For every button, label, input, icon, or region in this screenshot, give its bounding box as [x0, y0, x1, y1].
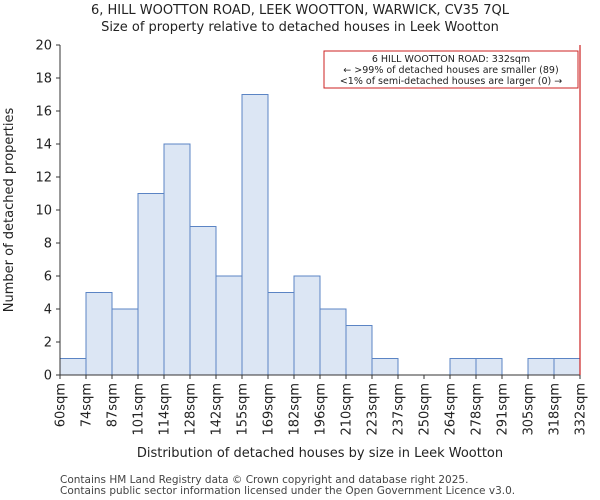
x-tick-label: 74sqm — [80, 383, 95, 427]
annotation-line-3: <1% of semi-detached houses are larger (… — [340, 76, 562, 87]
bar-101sqm — [137, 193, 165, 376]
x-tick-label: 237sqm — [392, 383, 407, 436]
bar-318sqm — [553, 358, 581, 376]
x-tick-label: 142sqm — [210, 383, 225, 436]
y-tick-label: 6 — [44, 270, 52, 285]
x-tick-label: 87sqm — [106, 383, 121, 427]
histogram-chart: 0 2 4 6 8 10 12 14 16 18 20 60sqm 74sqm 87sqm 101sqm 1… — [2, 39, 589, 462]
x-tick-label: 101sqm — [132, 383, 147, 436]
bar-74sqm — [85, 292, 113, 376]
x-axis: 60sqm 74sqm 87sqm 101sqm 114sqm 128sqm 142sqm 1… — [54, 374, 589, 436]
bar-196sqm — [319, 308, 347, 376]
x-tick-label: 114sqm — [158, 383, 173, 436]
x-tick-label: 264sqm — [444, 383, 459, 436]
chart-title: 6, HILL WOOTTON ROAD, LEEK WOOTTON, WARW… — [90, 3, 510, 18]
y-tick-label: 20 — [35, 39, 52, 54]
x-tick-label: 182sqm — [288, 383, 303, 436]
x-tick-label: 250sqm — [418, 383, 433, 436]
footer-line-1: Contains HM Land Registry data © Crown c… — [60, 474, 469, 486]
x-tick-label: 223sqm — [366, 383, 381, 436]
bar-305sqm — [527, 358, 555, 376]
y-tick-label: 18 — [35, 72, 52, 87]
bar-87sqm — [111, 308, 139, 376]
x-tick-label: 128sqm — [184, 383, 199, 436]
y-tick-label: 16 — [35, 105, 52, 120]
y-axis-label: Number of detached properties — [2, 108, 17, 313]
x-axis-label: Distribution of detached houses by size … — [137, 446, 503, 461]
x-tick-label: 318sqm — [548, 383, 563, 436]
x-tick-label: 332sqm — [574, 383, 589, 436]
y-tick-label: 0 — [44, 369, 52, 384]
x-tick-label: 291sqm — [496, 383, 511, 436]
y-tick-label: 2 — [44, 336, 52, 351]
annotation-line-2: ← >99% of detached houses are smaller (8… — [343, 65, 558, 76]
x-tick-label: 278sqm — [470, 383, 485, 436]
bar-128sqm — [189, 226, 217, 376]
x-tick-label: 169sqm — [262, 383, 277, 436]
bar-278sqm — [475, 358, 503, 376]
bars-group — [59, 94, 581, 376]
property-annotation: 6 HILL WOOTTON ROAD: 332sqm ← >99% of de… — [323, 50, 579, 89]
x-tick-label: 155sqm — [236, 383, 251, 436]
bar-223sqm — [371, 358, 399, 376]
x-tick-label: 60sqm — [54, 383, 69, 427]
y-tick-label: 12 — [35, 171, 52, 186]
x-tick-label: 196sqm — [314, 383, 329, 436]
bar-114sqm — [163, 143, 191, 376]
annotation-line-1: 6 HILL WOOTTON ROAD: 332sqm — [372, 54, 530, 65]
footer-line-2: Contains public sector information licen… — [60, 485, 516, 497]
y-tick-label: 8 — [44, 237, 52, 252]
bar-142sqm — [215, 275, 243, 376]
bar-60sqm — [59, 358, 87, 376]
y-tick-label: 10 — [35, 204, 52, 219]
x-tick-label: 210sqm — [340, 383, 355, 436]
bar-182sqm — [293, 275, 321, 376]
bar-155sqm — [241, 94, 269, 376]
bar-210sqm — [345, 325, 373, 376]
x-tick-label: 305sqm — [522, 383, 537, 436]
y-tick-label: 4 — [44, 303, 52, 318]
bar-264sqm — [449, 358, 477, 376]
y-axis: 0 2 4 6 8 10 12 14 16 18 20 — [35, 39, 61, 384]
bar-169sqm — [267, 292, 295, 376]
annotation-box — [323, 50, 579, 89]
y-tick-label: 14 — [35, 138, 52, 153]
chart-subtitle: Size of property relative to detached ho… — [101, 20, 499, 35]
